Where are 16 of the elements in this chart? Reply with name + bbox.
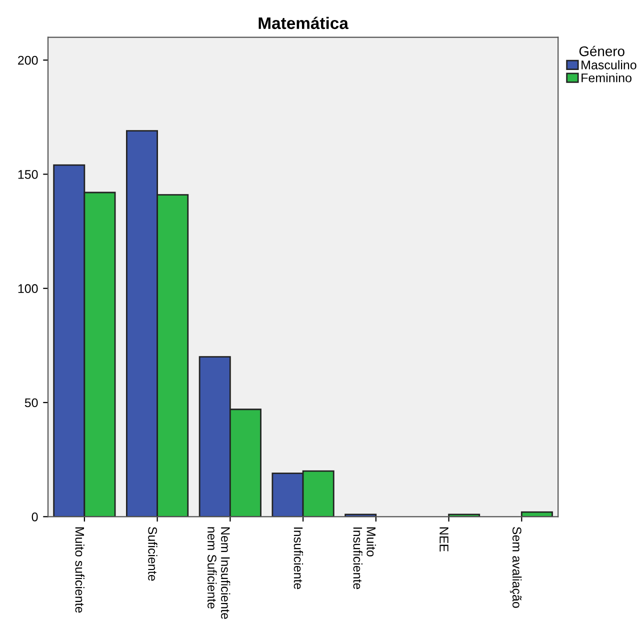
x-tick-label: Sem avaliação <box>510 526 522 608</box>
x-tick-label: NEE <box>440 527 448 552</box>
y-tick-label: 200 <box>18 56 38 65</box>
x-tick-label: Nem Insuficiente nem Suficiente <box>208 527 230 619</box>
y-tick-label: 50 <box>24 398 38 408</box>
x-tick-label: Muito Insuficiente <box>353 527 376 590</box>
y-tick-label: 150 <box>18 170 38 179</box>
legend-label: Masculino <box>582 60 636 70</box>
legend-title: Género <box>579 46 624 56</box>
legend-label: Feminino <box>582 73 632 82</box>
x-tick-label: Suficiente <box>148 526 158 581</box>
x-tick-label: Insuficiente <box>294 528 304 590</box>
chart-title: Matemática <box>258 16 349 30</box>
y-tick-label: 0 <box>32 512 38 522</box>
x-tick-label: Muito suficiente <box>75 527 84 613</box>
y-tick-label: 100 <box>18 284 38 294</box>
